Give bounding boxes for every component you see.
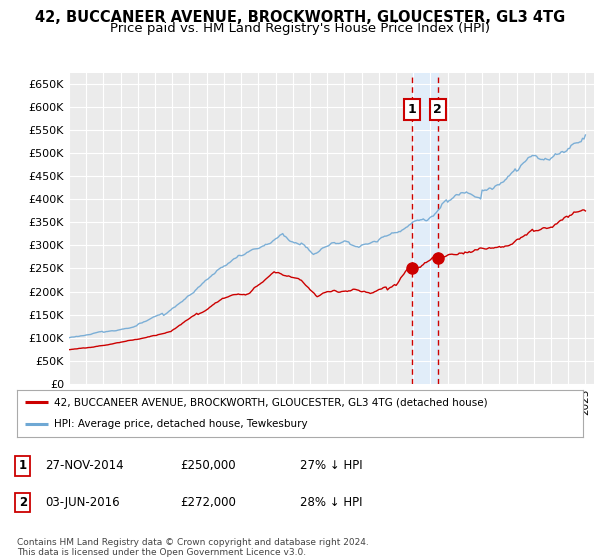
Text: £250,000: £250,000	[180, 459, 236, 473]
Text: 03-JUN-2016: 03-JUN-2016	[45, 496, 119, 509]
Text: 28% ↓ HPI: 28% ↓ HPI	[300, 496, 362, 509]
Text: 1: 1	[407, 103, 416, 116]
Text: HPI: Average price, detached house, Tewkesbury: HPI: Average price, detached house, Tewk…	[53, 419, 307, 429]
Text: 1: 1	[19, 459, 27, 473]
Text: 42, BUCCANEER AVENUE, BROCKWORTH, GLOUCESTER, GL3 4TG: 42, BUCCANEER AVENUE, BROCKWORTH, GLOUCE…	[35, 10, 565, 25]
Text: 42, BUCCANEER AVENUE, BROCKWORTH, GLOUCESTER, GL3 4TG (detached house): 42, BUCCANEER AVENUE, BROCKWORTH, GLOUCE…	[53, 398, 487, 408]
Text: Price paid vs. HM Land Registry's House Price Index (HPI): Price paid vs. HM Land Registry's House …	[110, 22, 490, 35]
Bar	[412, 73, 438, 384]
Text: £272,000: £272,000	[180, 496, 236, 509]
Text: 2: 2	[19, 496, 27, 509]
Text: Contains HM Land Registry data © Crown copyright and database right 2024.
This d: Contains HM Land Registry data © Crown c…	[17, 538, 368, 557]
Text: 2: 2	[433, 103, 442, 116]
Text: 27-NOV-2014: 27-NOV-2014	[45, 459, 124, 473]
Text: 27% ↓ HPI: 27% ↓ HPI	[300, 459, 362, 473]
